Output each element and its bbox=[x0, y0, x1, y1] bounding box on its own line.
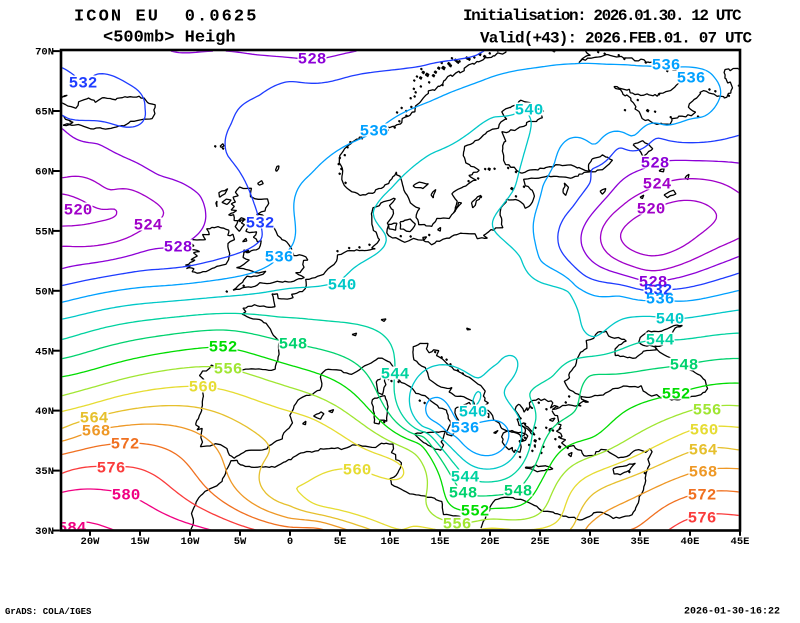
svg-text:548: 548 bbox=[449, 485, 478, 503]
svg-text:35E: 35E bbox=[631, 536, 650, 548]
svg-text:5W: 5W bbox=[234, 536, 247, 548]
svg-text:524: 524 bbox=[134, 217, 163, 235]
svg-text:536: 536 bbox=[652, 57, 681, 75]
svg-text:Initialisation: 2026.01.30. 12: Initialisation: 2026.01.30. 12 UTC bbox=[463, 7, 742, 25]
svg-text:10W: 10W bbox=[181, 536, 201, 548]
svg-text:60N: 60N bbox=[35, 167, 54, 179]
svg-text:584: 584 bbox=[58, 520, 87, 538]
svg-text:536: 536 bbox=[646, 291, 675, 309]
svg-text:70N: 70N bbox=[35, 47, 54, 59]
svg-text:580: 580 bbox=[112, 487, 141, 505]
svg-text:536: 536 bbox=[677, 70, 706, 88]
svg-text:560: 560 bbox=[690, 422, 719, 440]
svg-text:532: 532 bbox=[246, 215, 275, 233]
svg-text:5E: 5E bbox=[334, 536, 347, 548]
svg-text:540: 540 bbox=[656, 311, 685, 329]
svg-text:576: 576 bbox=[688, 510, 717, 528]
svg-text:520: 520 bbox=[64, 202, 93, 220]
svg-text:15E: 15E bbox=[431, 536, 450, 548]
svg-text:528: 528 bbox=[639, 274, 668, 292]
svg-text:552: 552 bbox=[461, 503, 490, 521]
svg-text:50N: 50N bbox=[35, 286, 54, 298]
svg-text:540: 540 bbox=[459, 404, 488, 422]
svg-text:35N: 35N bbox=[35, 466, 54, 478]
svg-text:45N: 45N bbox=[35, 346, 54, 358]
svg-text:30N: 30N bbox=[35, 526, 54, 538]
svg-text:536: 536 bbox=[451, 420, 480, 438]
svg-text:20W: 20W bbox=[81, 536, 101, 548]
svg-text:40N: 40N bbox=[35, 406, 54, 418]
svg-text:556: 556 bbox=[443, 516, 472, 534]
svg-text:524: 524 bbox=[643, 176, 672, 194]
svg-text:560: 560 bbox=[343, 462, 372, 480]
svg-text:10E: 10E bbox=[381, 536, 400, 548]
svg-text:544: 544 bbox=[646, 332, 675, 350]
svg-text:20E: 20E bbox=[481, 536, 500, 548]
svg-text:55N: 55N bbox=[35, 227, 54, 239]
svg-text:2026-01-30-16:22: 2026-01-30-16:22 bbox=[684, 607, 780, 618]
svg-text:30E: 30E bbox=[581, 536, 600, 548]
svg-text:536: 536 bbox=[265, 249, 294, 267]
svg-text:520: 520 bbox=[637, 201, 666, 219]
svg-text:544: 544 bbox=[381, 366, 410, 384]
svg-text:528: 528 bbox=[164, 239, 193, 257]
svg-text:GrADS: COLA/IGES: GrADS: COLA/IGES bbox=[5, 607, 92, 617]
svg-text:528: 528 bbox=[641, 155, 670, 173]
svg-text:556: 556 bbox=[214, 361, 243, 379]
svg-text:25E: 25E bbox=[531, 536, 550, 548]
svg-text:572: 572 bbox=[111, 436, 140, 454]
svg-text:65N: 65N bbox=[35, 107, 54, 119]
svg-text:544: 544 bbox=[451, 469, 480, 487]
svg-text:564: 564 bbox=[689, 442, 718, 460]
svg-text:552: 552 bbox=[662, 386, 691, 404]
svg-text:<500mb> Heigh: <500mb> Heigh bbox=[103, 29, 236, 48]
svg-text:540: 540 bbox=[328, 277, 357, 295]
svg-text:540: 540 bbox=[515, 102, 544, 120]
svg-text:552: 552 bbox=[209, 339, 238, 357]
svg-text:572: 572 bbox=[688, 487, 717, 505]
svg-text:548: 548 bbox=[504, 483, 533, 501]
svg-text:548: 548 bbox=[279, 336, 308, 354]
svg-text:0: 0 bbox=[287, 536, 293, 548]
svg-text:532: 532 bbox=[69, 75, 98, 93]
svg-text:532: 532 bbox=[644, 282, 673, 300]
svg-text:45E: 45E bbox=[731, 536, 750, 548]
svg-text:568: 568 bbox=[689, 464, 718, 482]
svg-text:Valid(+43): 2026.FEB.01. 07 UT: Valid(+43): 2026.FEB.01. 07 UTC bbox=[480, 30, 753, 48]
svg-text:560: 560 bbox=[189, 379, 218, 397]
svg-text:15W: 15W bbox=[131, 536, 151, 548]
svg-text:528: 528 bbox=[298, 51, 327, 69]
svg-text:576: 576 bbox=[97, 460, 126, 478]
svg-text:564: 564 bbox=[80, 410, 109, 428]
svg-text:556: 556 bbox=[693, 402, 722, 420]
svg-text:568: 568 bbox=[82, 423, 111, 441]
svg-text:536: 536 bbox=[360, 123, 389, 141]
svg-text:ICON EU 0.0625: ICON EU 0.0625 bbox=[74, 8, 259, 27]
svg-text:40E: 40E bbox=[681, 536, 700, 548]
svg-text:548: 548 bbox=[670, 357, 699, 375]
